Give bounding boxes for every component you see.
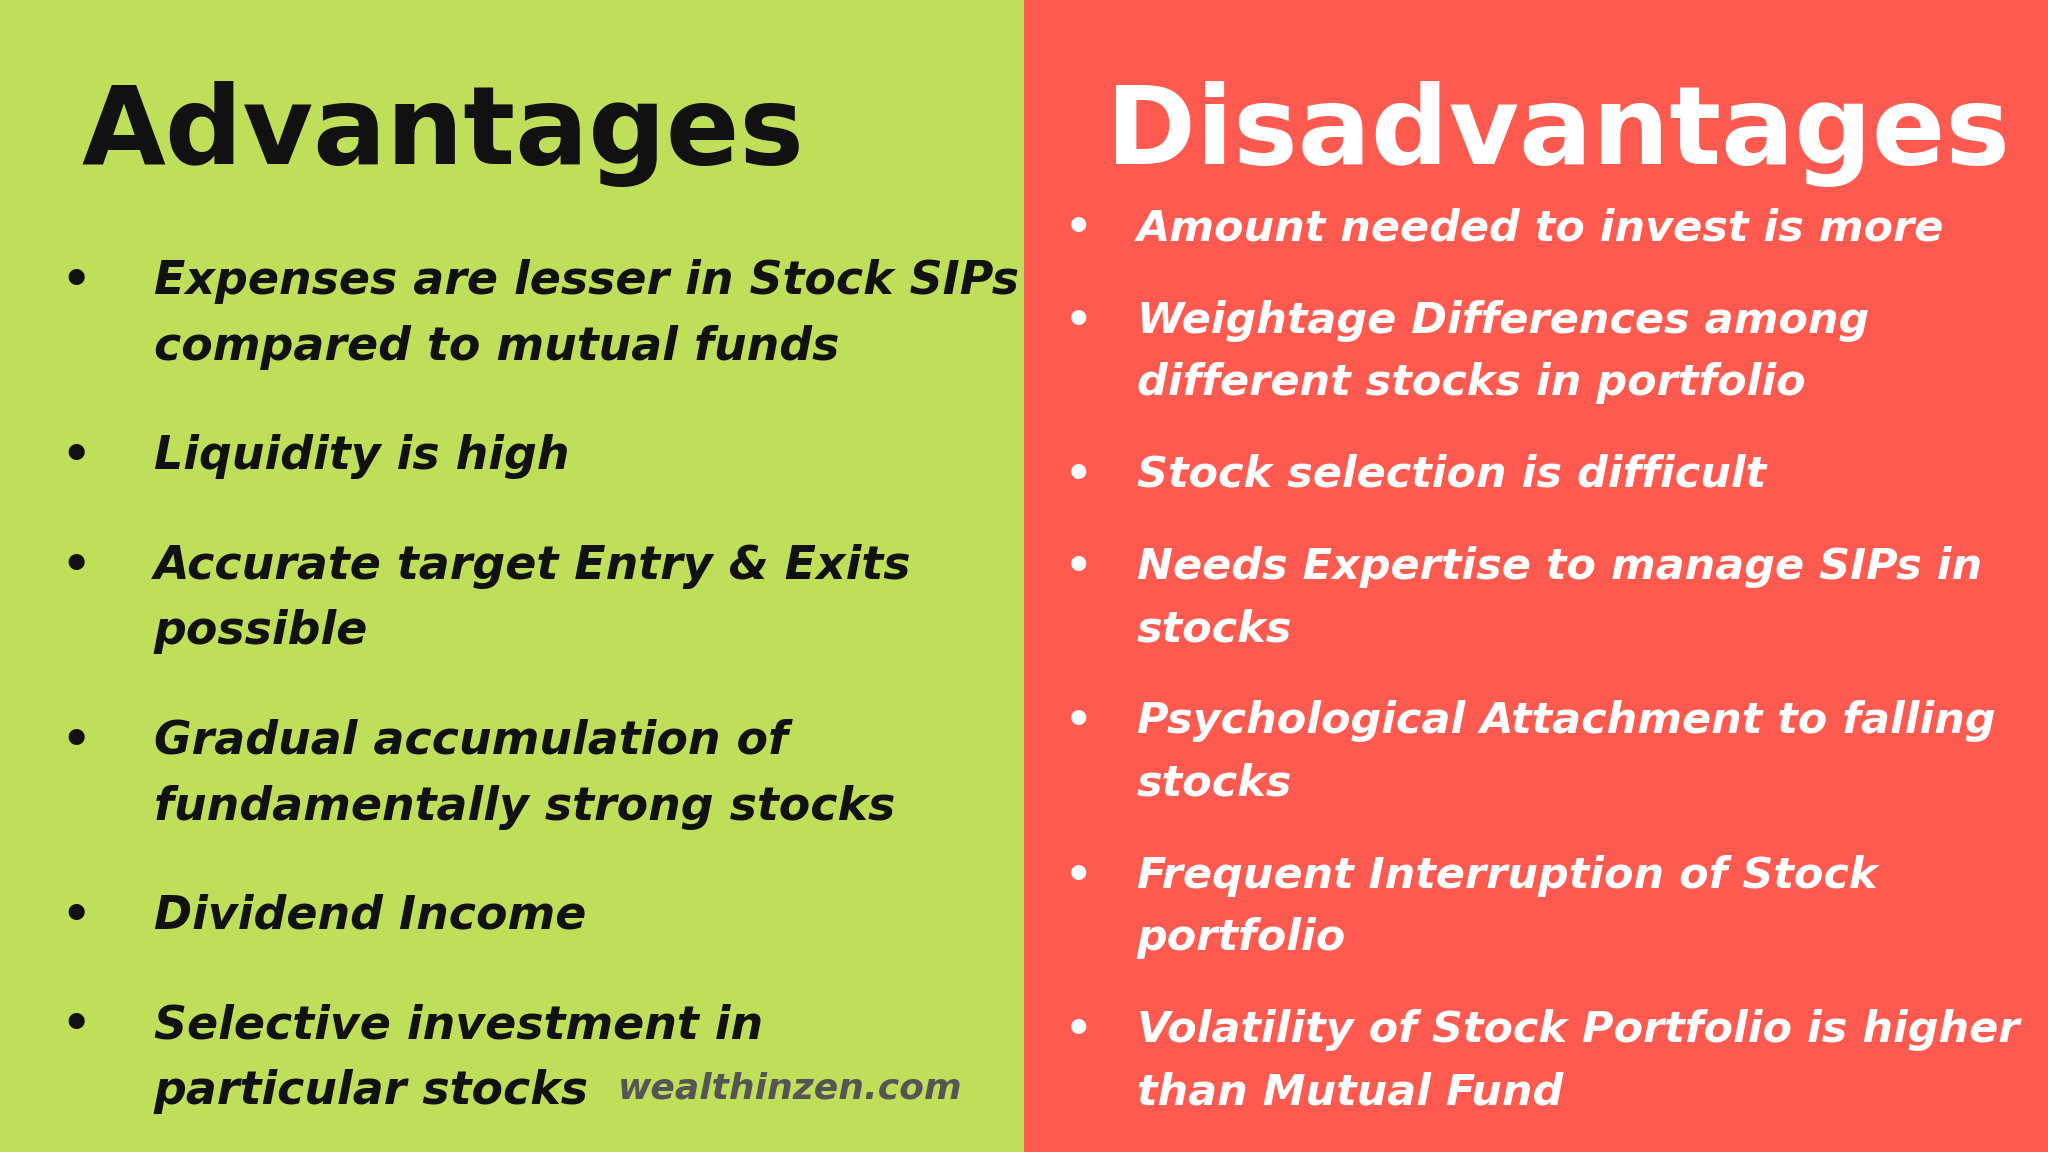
Text: Gradual accumulation of: Gradual accumulation of (154, 719, 788, 764)
Text: compared to mutual funds: compared to mutual funds (154, 325, 840, 370)
Bar (0, 0, 1024, 1152)
Text: Frequent Interruption of Stock: Frequent Interruption of Stock (1137, 855, 1878, 896)
Text: stocks: stocks (1137, 608, 1292, 650)
Text: Advantages: Advantages (82, 81, 805, 187)
Text: •: • (61, 894, 90, 939)
Text: •: • (1065, 1009, 1092, 1051)
Text: •: • (61, 1003, 90, 1048)
Text: fundamentally strong stocks: fundamentally strong stocks (154, 785, 895, 829)
Text: •: • (61, 719, 90, 764)
Text: than Mutual Fund: than Mutual Fund (1137, 1071, 1563, 1113)
Text: Disadvantages: Disadvantages (1106, 81, 2009, 187)
Text: •: • (1065, 700, 1092, 742)
Text: different stocks in portfolio: different stocks in portfolio (1137, 362, 1804, 403)
Text: Psychological Attachment to falling: Psychological Attachment to falling (1137, 700, 1995, 742)
Text: •: • (1065, 546, 1092, 588)
Text: Amount needed to invest is more: Amount needed to invest is more (1137, 207, 1944, 249)
Text: •: • (61, 434, 90, 479)
Text: Needs Expertise to manage SIPs in: Needs Expertise to manage SIPs in (1137, 546, 1982, 588)
Text: stocks: stocks (1137, 763, 1292, 804)
Text: Weightage Differences among: Weightage Differences among (1137, 300, 1870, 341)
Text: Accurate target Entry & Exits: Accurate target Entry & Exits (154, 544, 911, 589)
Text: •: • (1065, 300, 1092, 341)
Text: portfolio: portfolio (1137, 917, 1346, 958)
Text: wealthinzen.com: wealthinzen.com (618, 1071, 963, 1106)
Text: •: • (1065, 207, 1092, 249)
Text: possible: possible (154, 609, 369, 654)
Text: •: • (1065, 855, 1092, 896)
Text: •: • (1065, 454, 1092, 495)
Text: particular stocks: particular stocks (154, 1069, 588, 1114)
Text: •: • (61, 544, 90, 589)
Text: Selective investment in: Selective investment in (154, 1003, 762, 1048)
Text: •: • (61, 259, 90, 304)
Text: Volatility of Stock Portfolio is higher: Volatility of Stock Portfolio is higher (1137, 1009, 2019, 1051)
Text: Liquidity is high: Liquidity is high (154, 434, 569, 479)
Bar (1024, 0, 2048, 1152)
Text: Dividend Income: Dividend Income (154, 894, 586, 939)
Text: Stock selection is difficult: Stock selection is difficult (1137, 454, 1765, 495)
Text: Expenses are lesser in Stock SIPs: Expenses are lesser in Stock SIPs (154, 259, 1018, 304)
